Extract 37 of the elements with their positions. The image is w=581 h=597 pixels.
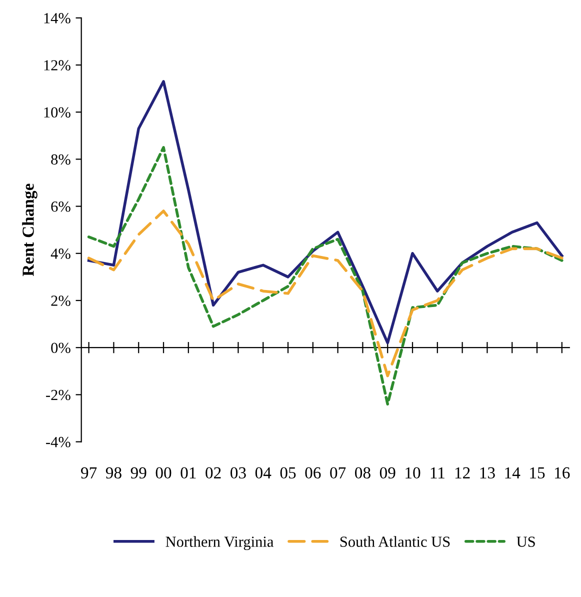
y-tick-label: 4% [50,248,70,259]
legend-label: US [516,536,535,547]
x-tick-label: 07 [330,467,346,479]
y-tick-label: 0% [51,342,70,354]
x-tick-label: 11 [430,467,444,478]
x-tick-label: 04 [255,467,272,479]
y-tick-label: 10% [44,107,70,118]
legend-label: Northern Virginia [166,536,274,550]
legend-label: South Atlantic US [340,536,450,547]
x-tick-label: 99 [130,467,146,479]
x-tick-label: 97 [81,467,97,479]
x-tick-label: 02 [206,467,221,479]
x-tick-label: 00 [156,467,172,479]
x-tick-label: 10 [406,467,420,479]
y-tick-label: 8% [51,154,70,165]
line-series [87,80,564,344]
x-tick-label: 16 [555,467,570,479]
x-tick-label: 01 [180,467,196,479]
x-tick-label: 98 [106,467,122,479]
y-tick-label: 12% [44,60,70,71]
x-tick-label: 05 [280,467,296,479]
y-axis-title: Rent Change [22,184,38,276]
line-series [87,210,564,378]
y-tick-label: -2% [46,390,70,400]
y-tick-label: 14% [44,13,70,24]
y-tick-label: -4% [46,436,70,448]
y-tick-label: 2% [51,296,70,306]
x-tick-label: 15 [530,467,545,479]
x-tick-label: 13 [480,467,495,479]
line-series [87,146,564,406]
x-tick-label: 12 [455,467,470,478]
y-tick-label: 6% [51,201,70,212]
x-tick-label: 14 [505,467,520,478]
x-tick-label: 08 [355,467,370,479]
x-tick-label: 09 [380,467,396,479]
x-tick-label: 03 [230,467,246,479]
x-tick-label: 06 [305,467,321,479]
